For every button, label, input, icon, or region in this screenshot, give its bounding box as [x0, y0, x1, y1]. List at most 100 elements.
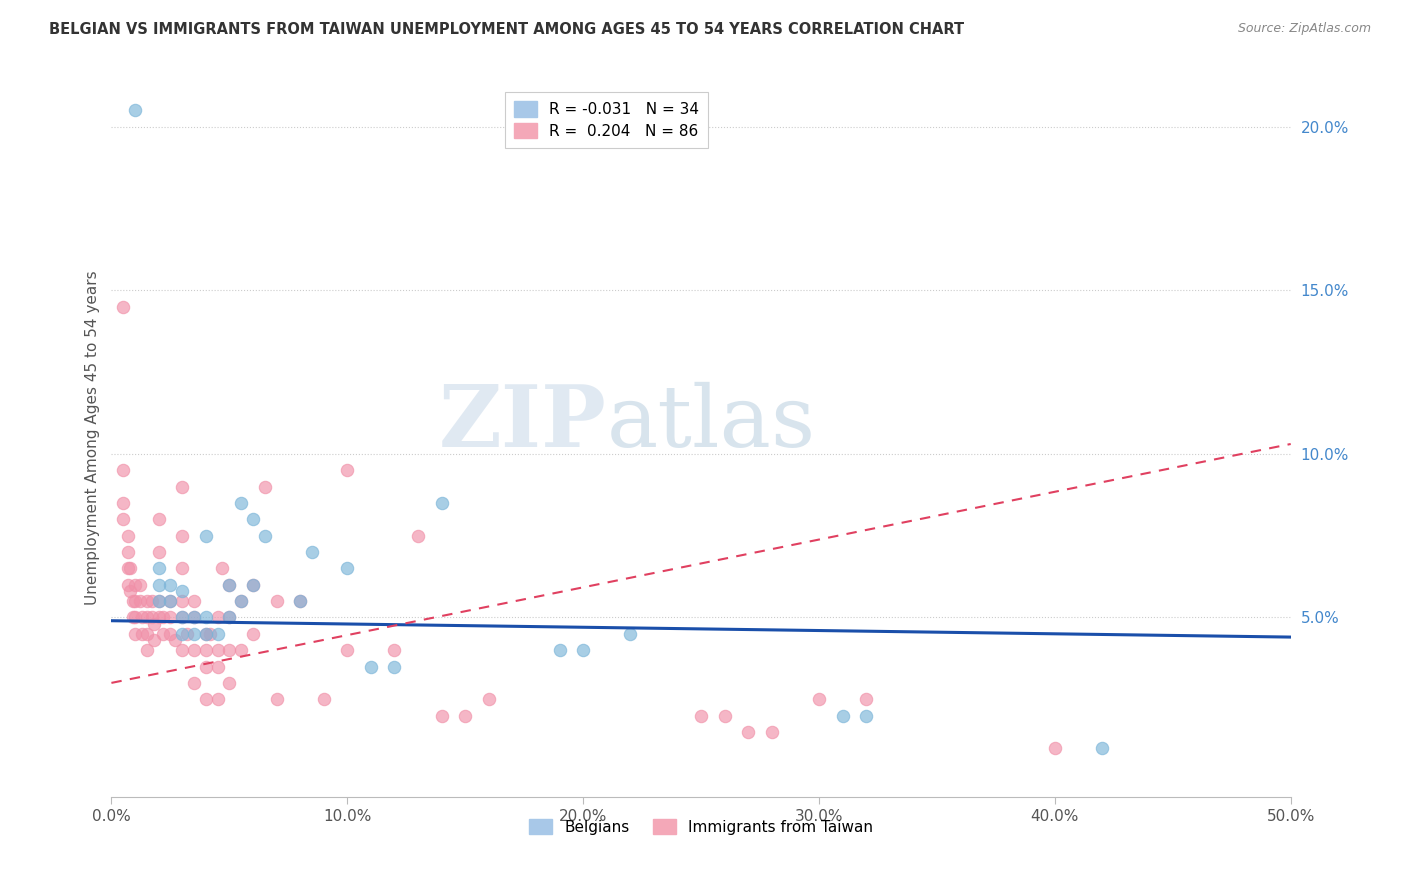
- Point: [172, 627, 194, 641]
- Point: [148, 594, 170, 608]
- Point: [172, 610, 194, 624]
- Point: [454, 708, 477, 723]
- Point: [406, 528, 429, 542]
- Point: [135, 627, 157, 641]
- Point: [183, 610, 205, 624]
- Point: [218, 578, 240, 592]
- Point: [172, 479, 194, 493]
- Point: [218, 676, 240, 690]
- Point: [253, 479, 276, 493]
- Point: [148, 561, 170, 575]
- Point: [194, 528, 217, 542]
- Point: [117, 561, 139, 575]
- Point: [761, 725, 783, 739]
- Point: [336, 463, 359, 477]
- Point: [172, 528, 194, 542]
- Point: [183, 643, 205, 657]
- Point: [148, 610, 170, 624]
- Point: [194, 643, 217, 657]
- Point: [159, 594, 181, 608]
- Point: [855, 708, 877, 723]
- Point: [242, 627, 264, 641]
- Point: [478, 692, 501, 706]
- Text: ZIP: ZIP: [439, 381, 607, 465]
- Point: [148, 512, 170, 526]
- Point: [619, 627, 641, 641]
- Point: [737, 725, 759, 739]
- Point: [218, 610, 240, 624]
- Text: BELGIAN VS IMMIGRANTS FROM TAIWAN UNEMPLOYMENT AMONG AGES 45 TO 54 YEARS CORRELA: BELGIAN VS IMMIGRANTS FROM TAIWAN UNEMPL…: [49, 22, 965, 37]
- Text: Source: ZipAtlas.com: Source: ZipAtlas.com: [1237, 22, 1371, 36]
- Point: [120, 561, 142, 575]
- Point: [231, 594, 253, 608]
- Point: [231, 496, 253, 510]
- Point: [172, 643, 194, 657]
- Point: [207, 643, 229, 657]
- Point: [572, 643, 595, 657]
- Point: [117, 545, 139, 559]
- Point: [194, 627, 217, 641]
- Point: [266, 594, 288, 608]
- Point: [855, 692, 877, 706]
- Point: [141, 594, 163, 608]
- Point: [301, 545, 323, 559]
- Point: [288, 594, 311, 608]
- Point: [183, 610, 205, 624]
- Point: [124, 610, 146, 624]
- Point: [112, 300, 135, 314]
- Point: [141, 610, 163, 624]
- Point: [142, 633, 165, 648]
- Point: [165, 633, 187, 648]
- Point: [183, 676, 205, 690]
- Point: [831, 708, 853, 723]
- Point: [218, 643, 240, 657]
- Point: [148, 545, 170, 559]
- Point: [128, 594, 150, 608]
- Point: [231, 594, 253, 608]
- Point: [135, 594, 157, 608]
- Point: [172, 594, 194, 608]
- Point: [242, 578, 264, 592]
- Point: [207, 692, 229, 706]
- Point: [135, 610, 157, 624]
- Point: [194, 659, 217, 673]
- Point: [194, 610, 217, 624]
- Point: [242, 578, 264, 592]
- Point: [384, 643, 406, 657]
- Point: [808, 692, 831, 706]
- Point: [159, 578, 181, 592]
- Point: [176, 627, 198, 641]
- Point: [288, 594, 311, 608]
- Point: [152, 627, 174, 641]
- Point: [121, 594, 143, 608]
- Point: [194, 692, 217, 706]
- Point: [430, 708, 453, 723]
- Point: [218, 610, 240, 624]
- Point: [266, 692, 288, 706]
- Point: [124, 578, 146, 592]
- Point: [360, 659, 382, 673]
- Point: [124, 103, 146, 118]
- Point: [172, 561, 194, 575]
- Point: [159, 610, 181, 624]
- Point: [207, 627, 229, 641]
- Point: [148, 578, 170, 592]
- Point: [430, 496, 453, 510]
- Point: [312, 692, 335, 706]
- Point: [112, 496, 135, 510]
- Point: [128, 578, 150, 592]
- Point: [148, 594, 170, 608]
- Point: [117, 528, 139, 542]
- Point: [159, 627, 181, 641]
- Point: [172, 584, 194, 599]
- Point: [112, 463, 135, 477]
- Point: [135, 643, 157, 657]
- Point: [200, 627, 222, 641]
- Point: [124, 594, 146, 608]
- Point: [131, 610, 153, 624]
- Point: [384, 659, 406, 673]
- Point: [172, 610, 194, 624]
- Point: [207, 610, 229, 624]
- Point: [117, 578, 139, 592]
- Point: [124, 627, 146, 641]
